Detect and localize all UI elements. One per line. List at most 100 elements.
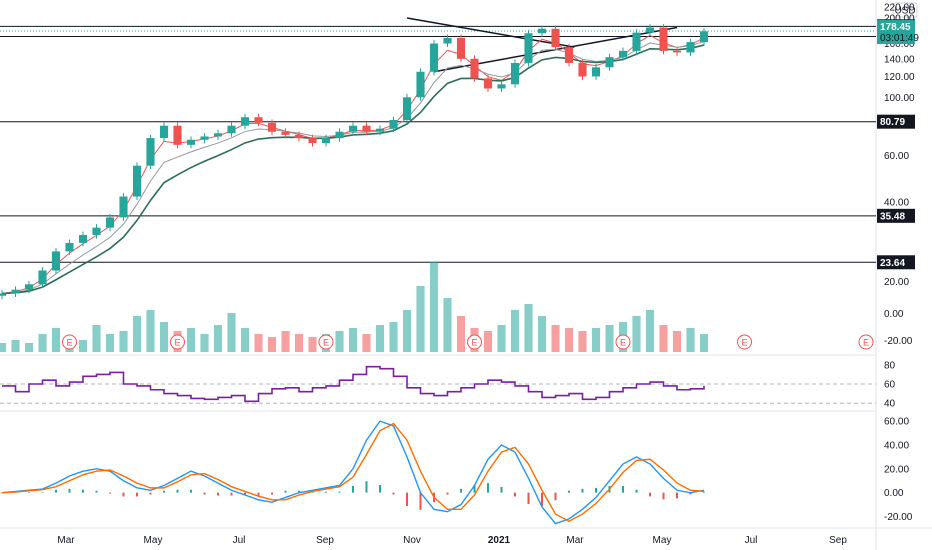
candle-16 [213, 129, 223, 140]
volume-bar-41 [551, 325, 560, 352]
volume-panel[interactable]: E E E E E E E 0.00 -20.00 [0, 262, 913, 352]
candle-32 [429, 40, 439, 76]
macd-hist-8 [109, 492, 111, 494]
volume-bar-25 [335, 331, 344, 352]
x-tick-7: May [653, 535, 672, 546]
earnings-label-6: E [863, 338, 869, 348]
macd-hist-40 [541, 492, 543, 506]
earnings-marker-4 [615, 334, 631, 350]
macd-hist-36 [487, 483, 489, 493]
x-tick-3: Sep [316, 535, 334, 546]
price-tick-6: 140.00 [884, 54, 915, 65]
volume-bar-32 [429, 262, 439, 352]
volume-bar-43 [578, 331, 587, 352]
currency-badge[interactable] [892, 2, 918, 18]
volume-bar-39 [524, 304, 533, 352]
macd-hist-31 [419, 492, 422, 510]
macd-hist-34 [460, 488, 462, 493]
candle-10 [132, 162, 142, 201]
volume-bar-42 [564, 328, 574, 352]
macd-hist-15 [203, 492, 206, 495]
volume-bar-49 [659, 325, 668, 352]
macd-hist-24 [325, 491, 327, 493]
candle-35 [470, 55, 479, 82]
volume-bar-22 [294, 334, 304, 352]
macd-panel[interactable]: 60.00 40.00 20.00 0.00 -20.00 [1, 417, 913, 525]
last-price-value: 178.45 [880, 22, 911, 33]
candle-34 [456, 34, 466, 63]
countdown-timer: 03:01:49 [880, 33, 919, 44]
candle-38 [510, 59, 520, 88]
volume-bar-19 [254, 334, 263, 352]
earnings-marker-5 [737, 334, 752, 350]
level-tag-3: 35.48 [880, 211, 905, 222]
macd-tick-1: 40.00 [884, 440, 909, 451]
level-tag-bg-3 [877, 208, 915, 223]
macd-hist-10 [136, 492, 138, 497]
candle-23 [308, 134, 317, 147]
rsi-panel[interactable]: 80 60 40 [0, 360, 896, 410]
currency-label: USD [894, 6, 915, 17]
candle-13 [173, 122, 182, 149]
price-axis[interactable]: 20.0040.0060.0080.00100.00120.00140.0016… [884, 3, 915, 288]
ema-line-2 [1, 44, 705, 295]
candle-2 [24, 280, 34, 294]
earnings-label-1: E [174, 338, 180, 348]
earnings-label-5: E [741, 338, 747, 348]
volume-bar-34 [456, 316, 466, 352]
volume-bar-31 [416, 286, 425, 352]
time-axis[interactable]: Mar May Jul Sep Nov 2021 Mar May Jul Sep [57, 535, 847, 546]
candle-41 [551, 25, 560, 51]
volume-bar-50 [672, 331, 682, 352]
macd-hist-47 [635, 489, 638, 493]
candle-14 [186, 136, 196, 149]
macd-hist-49 [662, 492, 665, 500]
macd-hist-33 [446, 492, 449, 495]
macd-hist-6 [82, 489, 84, 493]
macd-line [1, 420, 705, 525]
volume-bar-3 [38, 334, 47, 352]
macd-hist-35 [473, 485, 476, 493]
price-tick-1: 40.00 [884, 198, 909, 209]
x-tick-5: 2021 [488, 535, 511, 546]
candle-12 [159, 122, 169, 142]
macd-hist-19 [257, 492, 260, 496]
earnings-marker-0 [62, 334, 77, 350]
level-tag-bg-4 [877, 255, 915, 270]
last-price-tag: 178.45 03:01:49 [877, 20, 919, 45]
macd-hist-42 [568, 490, 570, 493]
candle-24 [321, 134, 331, 147]
candle-37 [497, 80, 506, 92]
volume-bar-7 [92, 325, 101, 352]
volume-bar-47 [632, 316, 641, 352]
candle-40 [537, 25, 547, 37]
volume-bar-10 [132, 316, 142, 352]
macd-hist-41 [554, 492, 557, 501]
candles [0, 24, 709, 300]
candle-31 [416, 68, 425, 101]
candle-0 [0, 290, 7, 300]
volume-bar-38 [510, 310, 520, 352]
candle-25 [335, 128, 344, 142]
x-tick-2: Jul [233, 535, 246, 546]
candle-49 [659, 24, 668, 55]
level-tag-4: 23.64 [880, 258, 905, 269]
macd-hist-30 [406, 492, 408, 506]
candle-21 [281, 128, 290, 139]
candle-36 [483, 74, 493, 92]
candle-11 [146, 134, 155, 170]
candle-17 [227, 122, 236, 137]
macd-hist-20 [271, 492, 273, 495]
candle-43 [578, 59, 587, 80]
macd-hist-48 [649, 492, 651, 497]
rsi-line [2, 365, 705, 403]
macd-hist-44 [595, 487, 597, 493]
earnings-label-3: E [471, 338, 477, 348]
macd-hist-52 [703, 491, 705, 493]
volume-bar-2 [24, 343, 34, 352]
volume-bar-45 [605, 325, 614, 352]
macd-hist-0 [1, 492, 3, 494]
macd-hist-9 [122, 492, 125, 497]
candle-19 [254, 113, 263, 127]
